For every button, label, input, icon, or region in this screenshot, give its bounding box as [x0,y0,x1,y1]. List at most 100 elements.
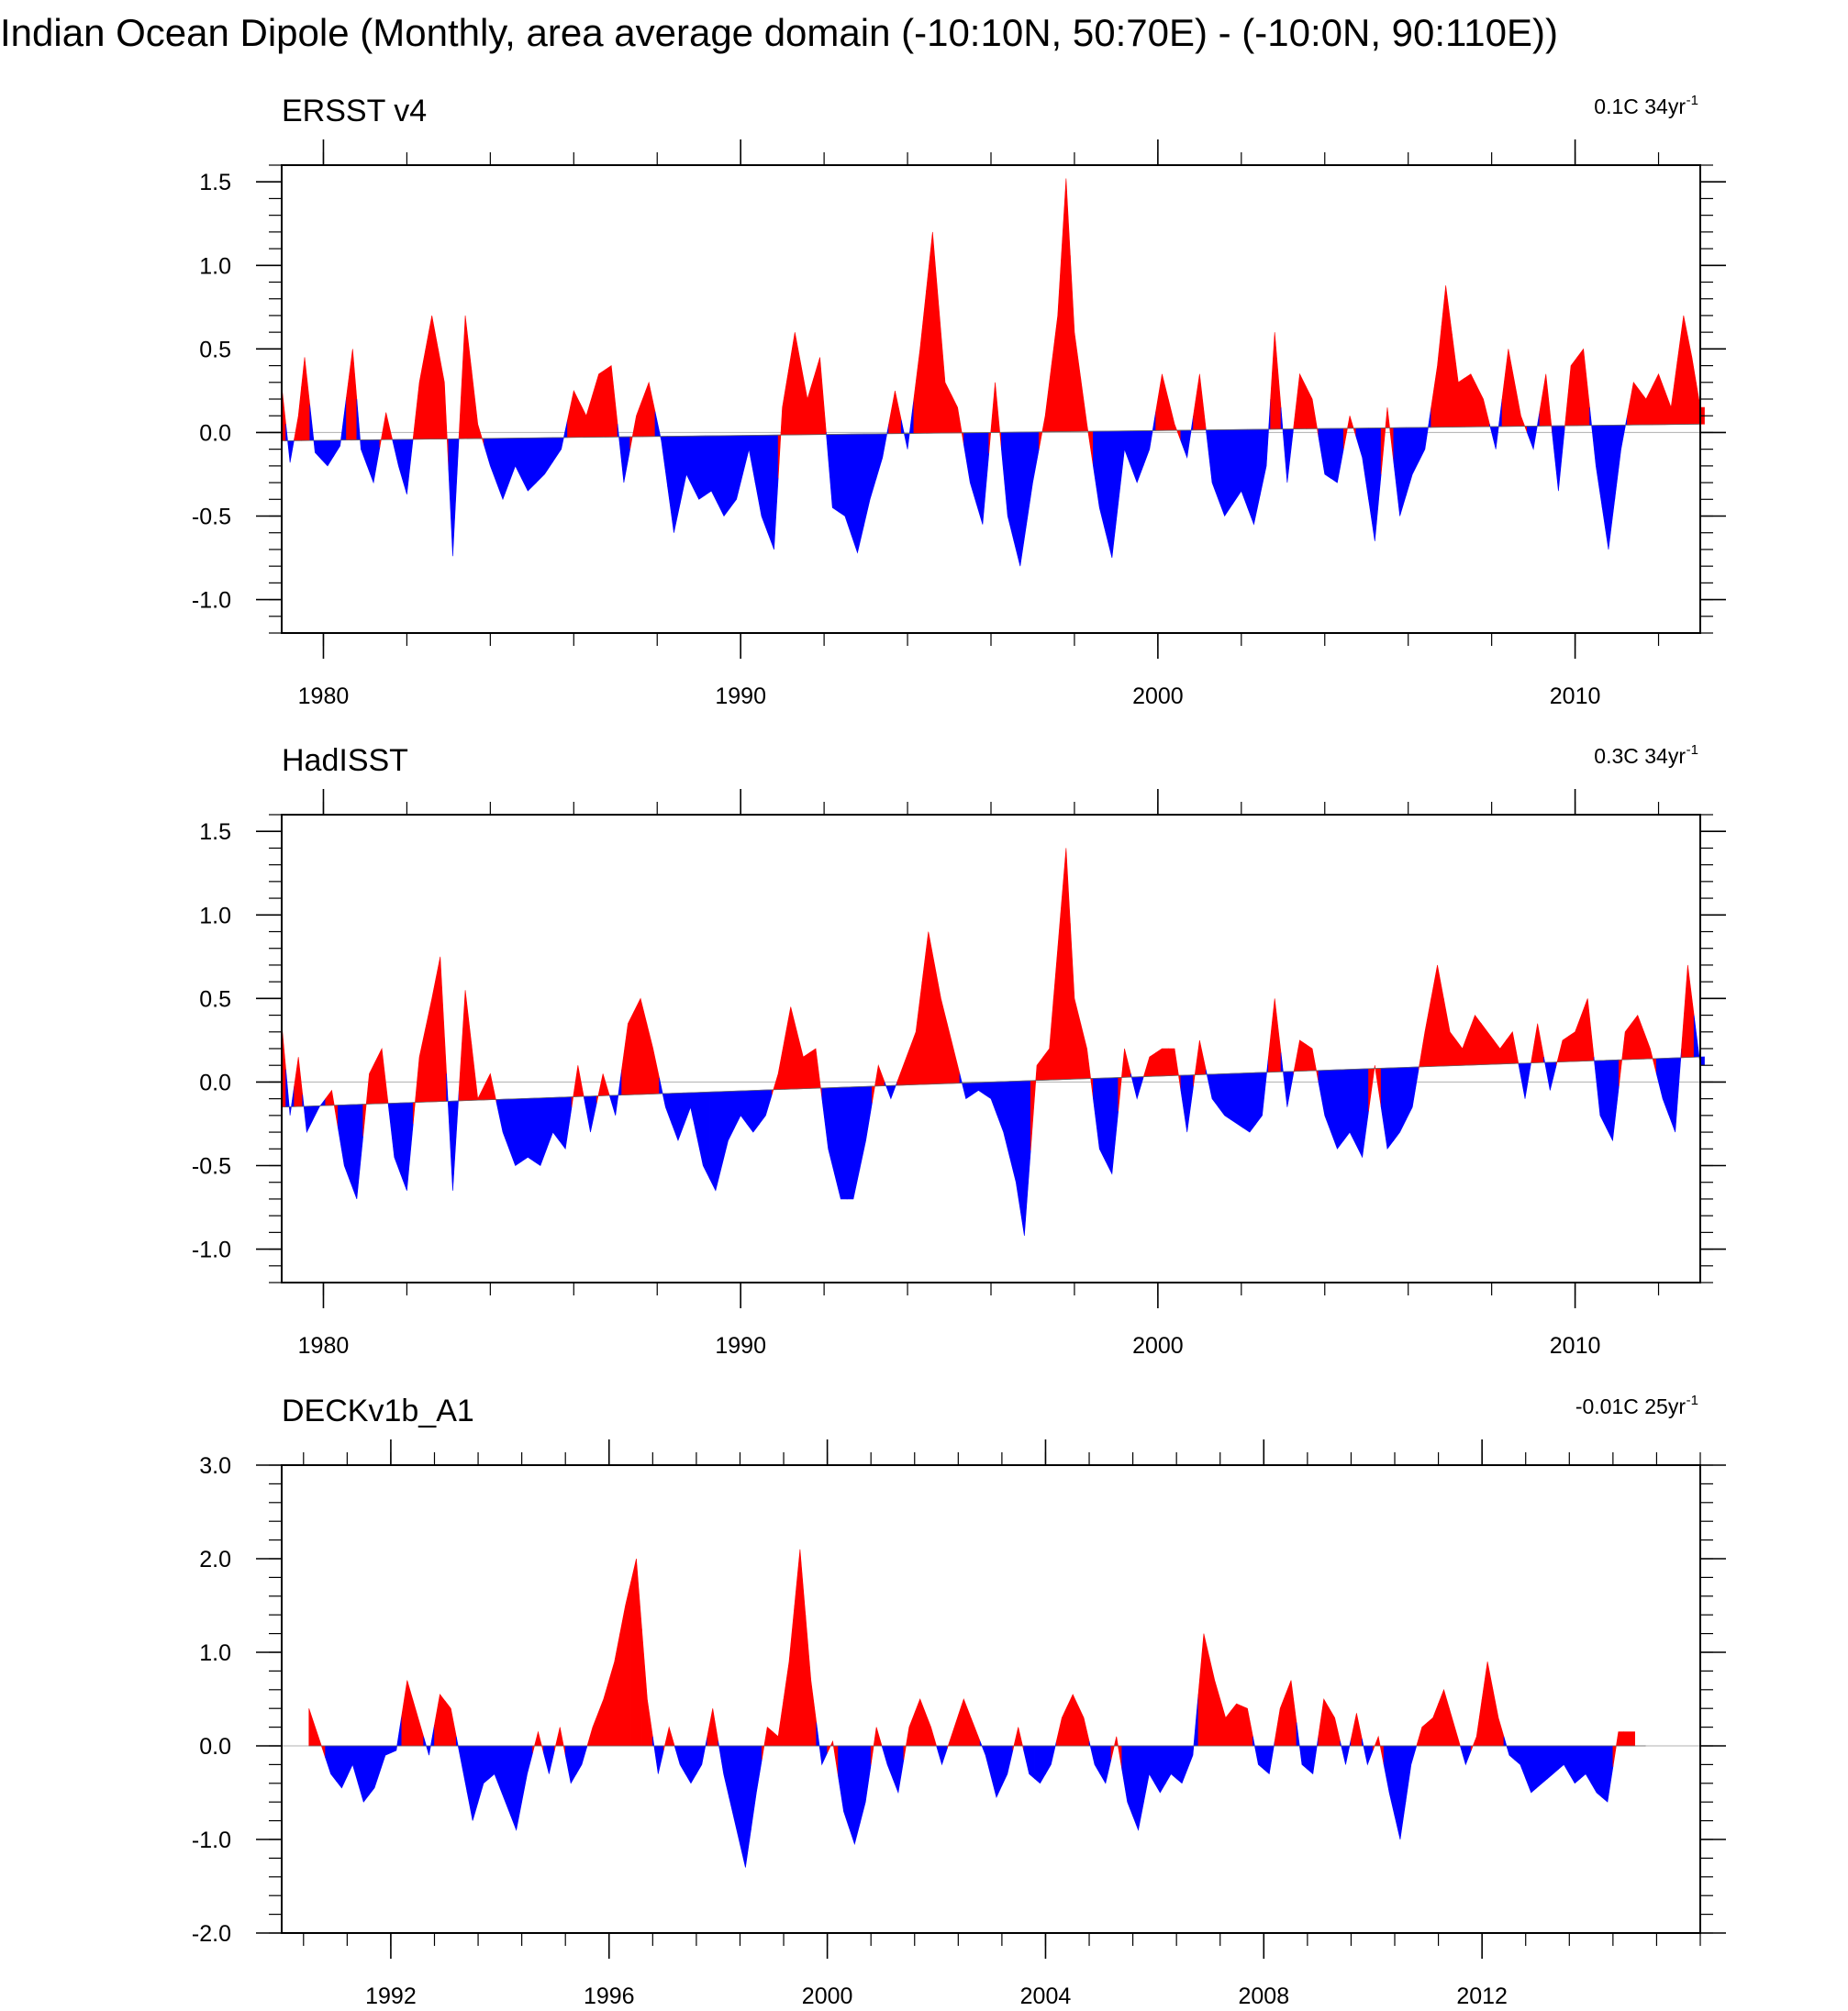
data-area-negative [1105,1077,1119,1175]
data-area-positive [471,1044,484,1101]
data-area-positive [458,990,473,1102]
data-area-negative [671,1092,685,1142]
data-area-negative [1614,416,1628,500]
data-area-positive [1012,1727,1024,1751]
data-area-negative [495,1098,510,1150]
data-area-negative [508,1098,522,1166]
data-area-positive [633,997,648,1095]
data-area-negative [734,1090,748,1128]
data-area-negative [996,1081,1010,1158]
data-area-positive [641,1628,653,1747]
data-area-positive [925,1713,937,1747]
data-area-negative [285,424,295,463]
data-area-positive [761,1727,774,1761]
data-area-negative [1318,1070,1331,1133]
data-area-positive [1631,1014,1644,1061]
data-area-negative [1418,407,1432,462]
data-area-negative [466,1745,479,1821]
y-tick-label: 0.5 [199,337,231,362]
panel-title: DECKv1b_A1 [282,1394,474,1428]
y-tick-label: 0.0 [199,1070,231,1095]
data-area-negative [659,1077,673,1125]
data-area-positive [1110,1736,1123,1770]
data-area-positive [554,1727,566,1756]
data-area-negative [1154,1745,1166,1794]
data-area-negative [1330,1069,1344,1150]
panel-title: HadISST [282,743,408,778]
data-area-negative [767,434,779,550]
plot-frame [281,1464,1701,1934]
data-area-positive [1155,1048,1169,1077]
y-tick-label: -1.0 [192,1238,231,1263]
data-area-negative [1001,1745,1014,1786]
data-area-positive [777,370,789,479]
data-area-positive [1293,372,1307,429]
data-area-positive [896,1048,910,1086]
y-tick-label: 0.0 [199,420,231,446]
data-area-positive [771,1039,785,1095]
data-area-negative [1393,1067,1407,1142]
data-area-positive [1193,1039,1207,1087]
data-area-negative [302,1094,314,1134]
data-area-negative [1606,1059,1620,1142]
data-area-negative [1355,428,1369,500]
data-area-negative [1280,407,1294,483]
data-area-negative [863,433,877,527]
data-area-negative [546,1096,560,1150]
data-area-positive [1219,1698,1231,1747]
data-area-negative [1232,428,1248,508]
data-area-negative [826,432,840,513]
data-area-negative [521,1745,533,1803]
data-area-positive [947,1715,959,1749]
data-area-negative [705,435,718,504]
data-area-negative [1247,428,1261,526]
data-area-negative [387,1102,401,1174]
data-area-positive [1062,848,1071,1081]
data-area-negative [740,1745,751,1868]
data-area-negative [1558,1745,1570,1775]
data-area-positive [412,1028,427,1124]
data-area-positive [1167,398,1182,441]
data-area-negative [1383,1745,1396,1817]
y-tick-label: 3.0 [199,1453,231,1479]
data-area-negative [1093,1077,1107,1162]
data-area-positive [1293,1039,1307,1074]
data-area-positive [571,1065,584,1107]
data-area-positive [1285,1680,1297,1747]
data-area-positive [988,382,1002,454]
data-area-negative [499,1745,512,1817]
data-area-negative [881,1745,894,1779]
data-area-positive [1627,382,1641,426]
x-tick-label: 1996 [584,1983,635,2009]
data-area-negative [1406,427,1419,495]
data-area-positive [968,1713,981,1747]
data-area-negative [347,1745,359,1783]
data-area-negative [1142,411,1156,466]
data-area-negative [1405,1745,1418,1803]
data-area-negative [859,1745,872,1824]
data-area-negative [521,437,537,492]
data-area-positive [301,357,310,441]
data-area-negative [1205,428,1219,500]
data-area-positive [596,1073,610,1104]
data-area-positive [592,369,606,438]
data-area-negative [1693,1015,1705,1066]
data-area-negative [754,434,769,533]
x-tick-label: 2012 [1456,1983,1508,2009]
data-area-positive [619,1582,631,1747]
data-area-negative [533,1097,548,1166]
data-area-negative [1143,1745,1155,1803]
data-area-negative [685,1745,697,1784]
data-area-negative [979,1740,992,1777]
data-area-negative [851,433,864,554]
data-area-negative [1340,1739,1352,1765]
data-area-positive [458,315,473,439]
data-area-positive [888,390,902,435]
data-area-negative [552,419,568,463]
data-area-negative [1568,1745,1581,1784]
data-area-negative [1218,429,1234,517]
data-area-negative [721,1090,735,1166]
data-area-positive [662,1726,675,1751]
data-area-negative [1121,1745,1133,1817]
data-area-positive [1051,247,1063,432]
